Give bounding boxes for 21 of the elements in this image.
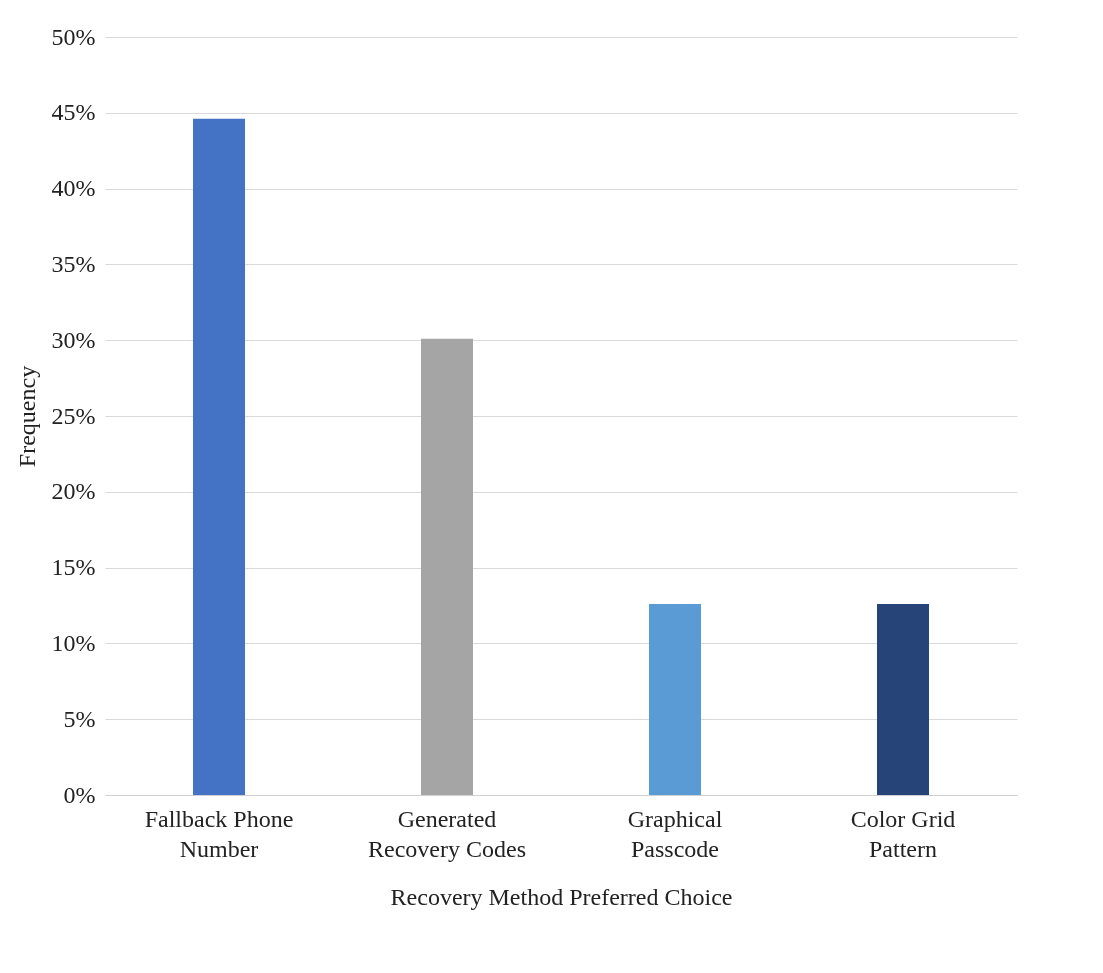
y-tick-label: 15% bbox=[51, 554, 96, 581]
bar bbox=[421, 338, 473, 795]
x-tick-label: Generated Recovery Codes bbox=[368, 805, 526, 862]
y-tick-label: 35% bbox=[51, 250, 96, 277]
y-tick-label: 0% bbox=[63, 781, 96, 808]
x-axis-title: Recovery Method Preferred Choice bbox=[390, 883, 733, 910]
x-tick-label: Graphical Passcode bbox=[627, 805, 723, 862]
x-tick-label: Fallback Phone Number bbox=[144, 805, 294, 862]
y-tick-label: 20% bbox=[51, 478, 96, 505]
y-tick-label: 25% bbox=[51, 402, 96, 429]
y-tick-label: 5% bbox=[63, 705, 96, 732]
y-tick-label: 10% bbox=[51, 629, 96, 656]
x-tick-label: Color Grid Pattern bbox=[850, 805, 956, 862]
y-axis-title: Frequency bbox=[13, 365, 40, 468]
bar bbox=[193, 118, 245, 795]
bar bbox=[649, 603, 701, 795]
y-tick-label: 50% bbox=[51, 23, 96, 50]
bar bbox=[877, 603, 929, 795]
y-tick-label: 30% bbox=[51, 326, 96, 353]
y-tick-label: 45% bbox=[51, 99, 96, 126]
y-tick-label: 40% bbox=[51, 175, 96, 202]
